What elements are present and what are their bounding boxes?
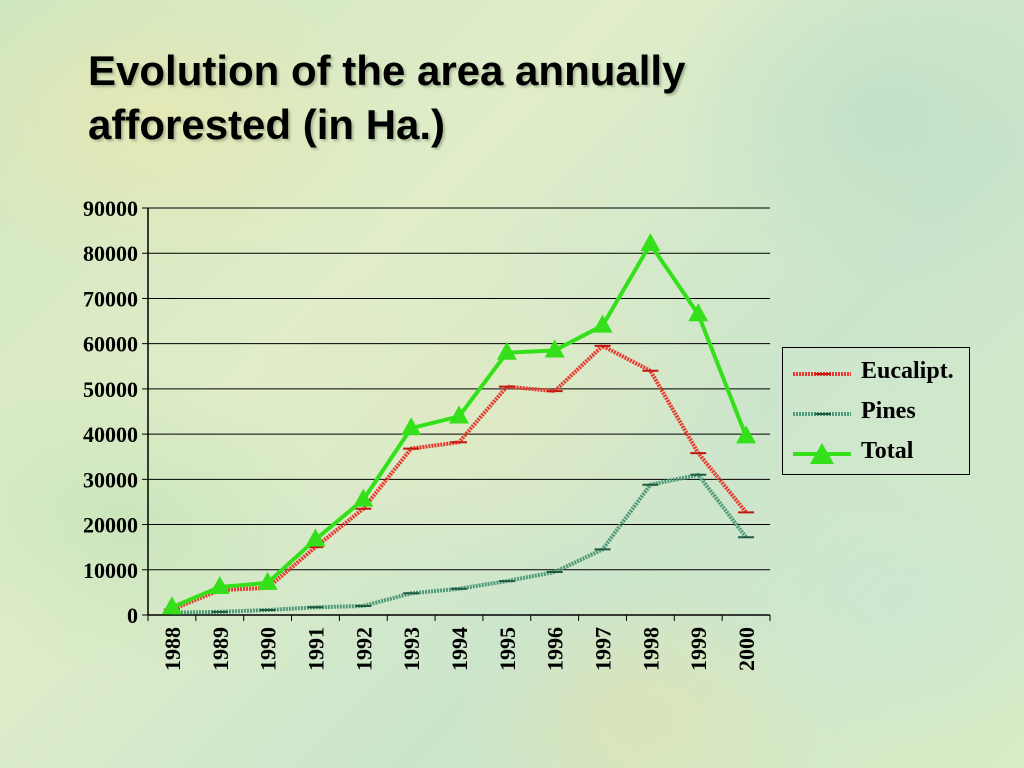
- data-point-total: [736, 425, 757, 444]
- legend-label-total: Total: [861, 438, 914, 464]
- y-tick-label: 40000: [83, 422, 138, 447]
- x-tick-label: 1998: [638, 627, 663, 671]
- x-tick-label: 1993: [399, 627, 424, 671]
- y-tick-label: 20000: [83, 513, 138, 538]
- data-point-total: [401, 417, 422, 436]
- x-axis-tick-labels: 1988 1989 1990 1991 1992 1993 1994 1995 1996 1997…: [160, 627, 759, 671]
- data-point-total: [257, 571, 278, 590]
- data-point-total: [640, 233, 661, 252]
- y-tick-label: 60000: [83, 332, 138, 357]
- y-tick-label: 50000: [83, 377, 138, 402]
- slide-title: Evolution of the area annually afforeste…: [88, 44, 988, 152]
- data-point-total: [449, 405, 469, 424]
- x-tick-label: 1988: [160, 627, 185, 671]
- legend-item-pines: Pines: [789, 396, 969, 432]
- slide-title-line-1: Evolution of the area annually: [88, 47, 686, 94]
- y-tick-label: 90000: [83, 196, 138, 221]
- chart-legend: Eucalipt. Pines Total: [782, 347, 970, 475]
- data-point-total: [305, 528, 326, 547]
- x-tick-label: 1999: [686, 627, 711, 671]
- x-tick-label: 1992: [351, 627, 376, 671]
- legend-swatch-pines: [793, 412, 851, 416]
- legend-item-eucalipt: Eucalipt.: [789, 356, 969, 392]
- x-tick-label: 1990: [256, 627, 281, 671]
- legend-label-pines: Pines: [861, 398, 916, 424]
- axes: [142, 207, 771, 621]
- legend-swatch-eucalipt: [793, 372, 851, 376]
- x-tick-label: 2000: [734, 627, 759, 671]
- legend-label-eucalipt: Eucalipt.: [861, 358, 954, 384]
- y-tick-label: 0: [127, 603, 138, 628]
- y-tick-label: 30000: [83, 467, 138, 492]
- data-point-total: [496, 341, 517, 360]
- slide-title-line-2: afforested (in Ha.): [88, 101, 446, 148]
- y-tick-label: 10000: [83, 558, 138, 583]
- y-axis-tick-labels: 0 10000 20000 30000 40000 50000 60000 70000 8000…: [83, 196, 138, 628]
- data-point-total: [688, 303, 709, 322]
- data-point-total: [161, 596, 182, 615]
- x-tick-label: 1991: [303, 627, 328, 671]
- data-point-total: [592, 314, 613, 333]
- series-lines: [161, 233, 757, 615]
- x-tick-label: 1996: [543, 627, 568, 671]
- x-tick-label: 1989: [208, 627, 233, 671]
- y-tick-label: 80000: [83, 241, 138, 266]
- y-tick-label: 70000: [83, 286, 138, 311]
- data-point-total: [353, 488, 374, 507]
- series-line-pines: [171, 472, 748, 615]
- gridlines: [148, 207, 770, 571]
- triangle-marker-icon: [810, 443, 834, 464]
- x-tick-label: 1994: [447, 627, 472, 671]
- legend-swatch-total: [793, 443, 851, 464]
- x-tick-label: 1997: [591, 627, 616, 671]
- legend-item-total: Total: [789, 436, 969, 472]
- data-point-total: [544, 339, 565, 358]
- data-point-total: [209, 575, 230, 594]
- x-tick-label: 1995: [495, 627, 520, 671]
